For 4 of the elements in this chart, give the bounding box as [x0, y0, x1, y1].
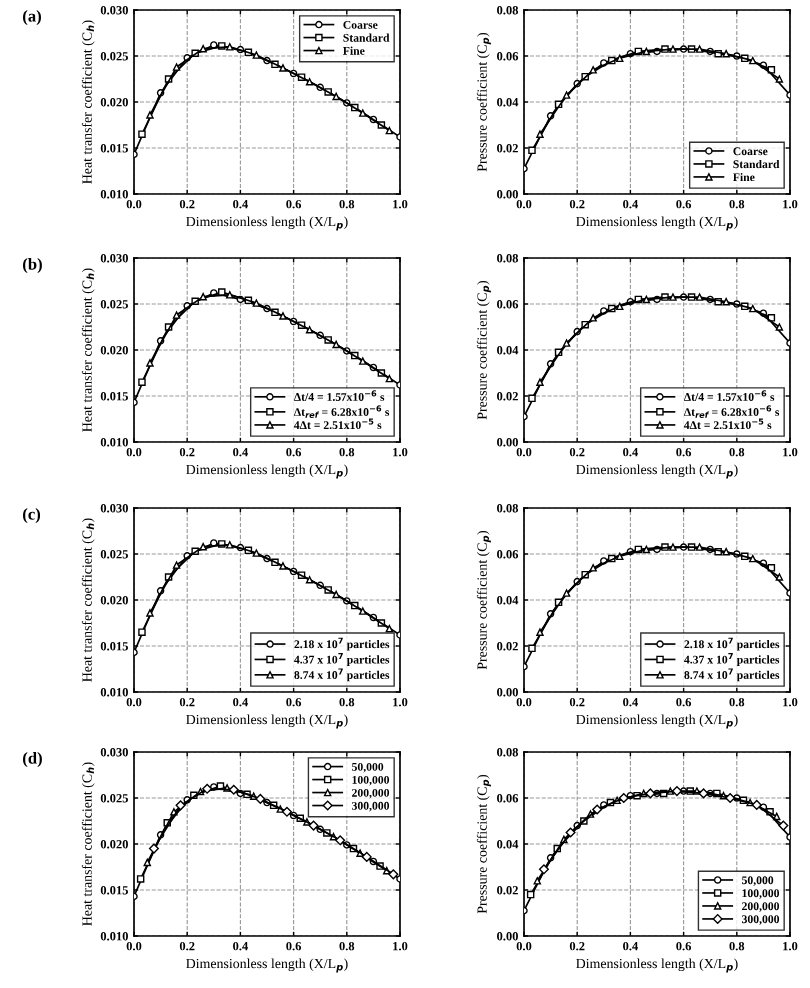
text: (c) [23, 508, 41, 524]
text: (b) [23, 258, 42, 274]
text: (a) [23, 10, 41, 26]
text: (d) [23, 752, 42, 768]
